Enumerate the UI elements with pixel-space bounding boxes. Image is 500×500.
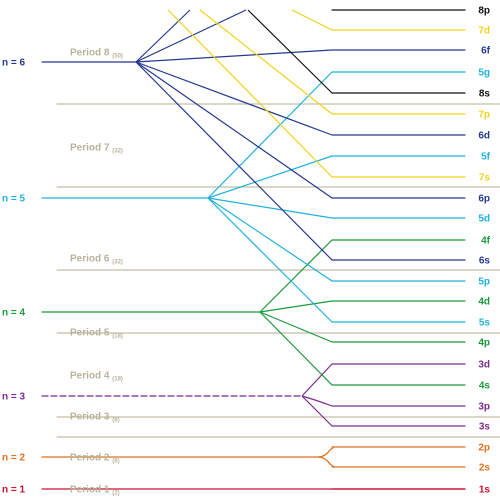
branch-6-up-b	[135, 9, 247, 63]
period-label-5: Period 5 (18)	[70, 328, 123, 340]
period-label-3: Period 3 (8)	[70, 412, 120, 424]
branch-3p	[301, 395, 333, 407]
orbital-label-5d: 5d	[478, 214, 490, 225]
period-count-4: (18)	[112, 377, 123, 383]
orbital-label-5p: 5p	[478, 277, 490, 288]
branch-6f	[135, 49, 333, 63]
orbital-label-5g: 5g	[478, 68, 490, 79]
orbital-label-7p: 7p	[478, 110, 490, 121]
branch-4s	[259, 311, 333, 386]
branch-6s	[135, 61, 333, 261]
branch-5s	[207, 197, 333, 323]
period-count-3: (8)	[112, 418, 119, 424]
shell-label-1: n = 1	[2, 485, 26, 496]
period-count-2: (8)	[112, 459, 119, 465]
branch-5f	[207, 155, 333, 199]
period-label-7: Period 7 (32)	[70, 143, 123, 155]
branch-7s	[167, 9, 333, 178]
period-label-1: Period 1 (2)	[70, 485, 120, 497]
branch-4f	[259, 239, 333, 313]
period-label-6: Period 6 (32)	[70, 254, 123, 266]
orbital-label-4d: 4d	[478, 297, 490, 308]
branch-6p	[135, 61, 333, 199]
orbital-label-3s: 3s	[479, 422, 491, 433]
orbital-label-3d: 3d	[478, 360, 490, 371]
branch-2s	[317, 456, 335, 468]
branch-5g	[207, 71, 333, 199]
period-label-8: Period 8 (50)	[70, 48, 123, 60]
orbital-label-2s: 2s	[479, 463, 491, 474]
branch-2p	[317, 446, 335, 458]
period-count-5: (18)	[112, 334, 123, 340]
orbital-label-4s: 4s	[479, 381, 491, 392]
orbital-label-6s: 6s	[479, 256, 491, 267]
orbital-label-7s: 7s	[479, 173, 491, 184]
orbital-label-5s: 5s	[479, 318, 491, 329]
branch-8s	[247, 9, 333, 94]
period-count-7: (32)	[112, 149, 123, 155]
period-count-1: (2)	[112, 491, 119, 497]
orbital-label-7d: 7d	[478, 26, 490, 37]
period-count-8: (50)	[112, 54, 123, 60]
shell-label-6: n = 6	[2, 58, 26, 69]
branch-4p	[259, 311, 333, 343]
orbital-label-4p: 4p	[478, 338, 490, 349]
shell-label-5: n = 5	[2, 194, 26, 205]
branch-4d	[259, 300, 333, 313]
shell-label-4: n = 4	[2, 308, 26, 319]
period-label-2: Period 2 (8)	[70, 453, 120, 465]
branch-5d	[207, 197, 333, 219]
shell-label-2: n = 2	[2, 453, 26, 464]
orbital-label-5f: 5f	[481, 152, 491, 163]
branch-7p	[199, 9, 333, 115]
orbital-label-1s: 1s	[479, 485, 491, 496]
orbital-label-6f: 6f	[481, 46, 491, 57]
shell-label-3: n = 3	[2, 392, 26, 403]
branch-7d	[291, 9, 333, 31]
orbital-label-8s: 8s	[479, 89, 491, 100]
branch-6-up-a	[135, 9, 191, 63]
period-count-6: (32)	[112, 260, 123, 266]
orbital-label-2p: 2p	[478, 443, 490, 454]
orbital-label-3p: 3p	[478, 402, 490, 413]
orbital-label-6d: 6d	[478, 131, 490, 142]
period-label-4: Period 4 (18)	[70, 371, 123, 383]
orbital-label-4f: 4f	[481, 236, 491, 247]
orbital-label-8p: 8p	[478, 6, 490, 17]
branch-3d	[301, 363, 333, 397]
branch-3s	[301, 395, 333, 427]
orbital-label-6p: 6p	[478, 194, 490, 205]
branch-5p	[207, 197, 333, 282]
branch-6d	[135, 61, 333, 136]
